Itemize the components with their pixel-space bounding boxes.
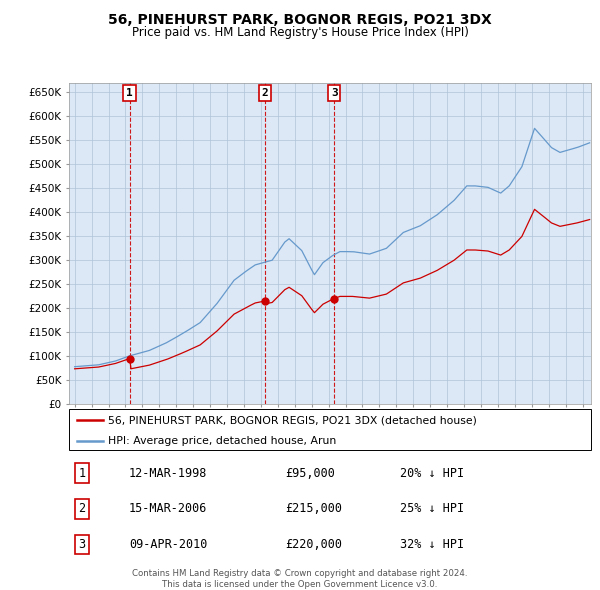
Text: 12-MAR-1998: 12-MAR-1998 <box>129 467 208 480</box>
Text: 1: 1 <box>126 88 133 98</box>
Text: 32% ↓ HPI: 32% ↓ HPI <box>400 538 464 551</box>
Text: HPI: Average price, detached house, Arun: HPI: Average price, detached house, Arun <box>108 436 337 446</box>
Text: 20% ↓ HPI: 20% ↓ HPI <box>400 467 464 480</box>
Text: £220,000: £220,000 <box>286 538 343 551</box>
Text: £215,000: £215,000 <box>286 502 343 515</box>
Text: 2: 2 <box>262 88 268 98</box>
Text: 3: 3 <box>331 88 338 98</box>
Text: 56, PINEHURST PARK, BOGNOR REGIS, PO21 3DX (detached house): 56, PINEHURST PARK, BOGNOR REGIS, PO21 3… <box>108 415 477 425</box>
Text: 2: 2 <box>79 502 86 515</box>
Text: 25% ↓ HPI: 25% ↓ HPI <box>400 502 464 515</box>
Text: 3: 3 <box>79 538 86 551</box>
Text: 09-APR-2010: 09-APR-2010 <box>129 538 208 551</box>
Text: 1: 1 <box>79 467 86 480</box>
Text: Contains HM Land Registry data © Crown copyright and database right 2024.
This d: Contains HM Land Registry data © Crown c… <box>132 569 468 589</box>
Text: 56, PINEHURST PARK, BOGNOR REGIS, PO21 3DX: 56, PINEHURST PARK, BOGNOR REGIS, PO21 3… <box>108 13 492 27</box>
Text: 15-MAR-2006: 15-MAR-2006 <box>129 502 208 515</box>
Text: £95,000: £95,000 <box>286 467 335 480</box>
Text: Price paid vs. HM Land Registry's House Price Index (HPI): Price paid vs. HM Land Registry's House … <box>131 26 469 39</box>
